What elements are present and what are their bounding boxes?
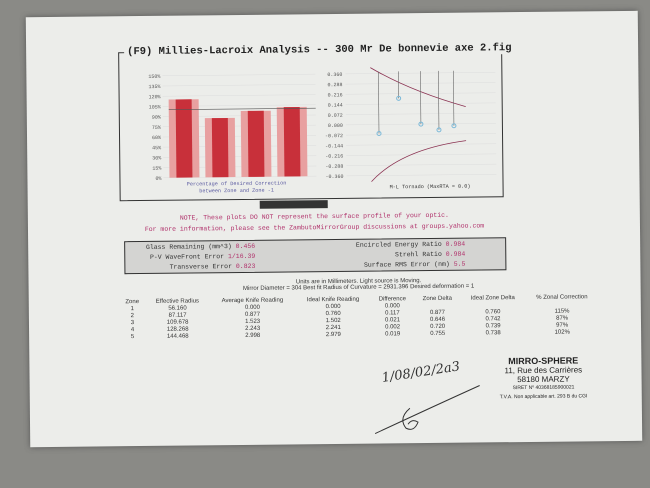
gridline <box>346 143 497 146</box>
y-tick-label: 0.360 <box>327 72 342 78</box>
zone-marker <box>396 95 402 101</box>
zone-line <box>420 71 422 125</box>
zone-marker <box>418 121 424 127</box>
y-tick-label: -0.216 <box>325 153 343 159</box>
dark-bar <box>259 200 328 209</box>
y-tick-label: 90% <box>152 115 161 121</box>
zone-marker <box>376 131 382 137</box>
table-cell: 144.468 <box>166 333 189 340</box>
gridline <box>162 73 316 77</box>
stat-value: 0.984 <box>445 250 466 258</box>
stat-label: P-V WaveFront Error <box>149 253 225 261</box>
bar <box>283 106 301 177</box>
gridline <box>162 84 316 87</box>
stat-value: 5.5 <box>453 260 466 268</box>
y-tick-label: 150% <box>148 74 160 80</box>
note: NOTE, These plots DO NOT represent the s… <box>122 209 507 235</box>
y-tick-label: 60% <box>152 135 161 141</box>
stat-label: Strehl Ratio <box>395 250 442 259</box>
table-cell: 5 <box>130 334 135 341</box>
tva: T.V.A. Non applicable art. 293 B du CGI <box>499 393 588 401</box>
table-cell: 2.979 <box>325 331 341 339</box>
y-tick-label: -0.288 <box>325 164 343 170</box>
y-tick-label: 0% <box>155 176 161 182</box>
y-tick-label: 75% <box>152 125 161 131</box>
tornado-lower-curve <box>371 140 467 182</box>
stat-value: 0.984 <box>445 240 466 248</box>
stat-label: Encircled Energy Ratio <box>355 240 442 249</box>
table-cell: 0.738 <box>485 330 501 337</box>
y-tick-label: -0.072 <box>325 133 343 139</box>
reference-line <box>168 107 316 111</box>
stat-label: Surface RMS Error (nm) <box>363 260 450 269</box>
zone-line <box>453 70 455 126</box>
charts-svg: 150% 135% 120% 105% 90% 75% 60% 45% 30% 15% 0% Perc… <box>148 67 497 195</box>
tornado-label: M-L Tornado (MaxRTA = 0.0) <box>390 184 471 191</box>
table-cell: 0.755 <box>430 330 446 337</box>
stat-label: Transverse Error <box>169 263 233 271</box>
zone-marker <box>436 127 442 133</box>
table-cell: 102% <box>554 329 570 336</box>
y-tick-label: 0.072 <box>328 113 343 119</box>
gridline <box>346 133 497 136</box>
gridline <box>346 174 497 177</box>
y-tick-label: 0.288 <box>327 82 342 88</box>
gridline <box>162 94 316 97</box>
y-tick-label: 0.216 <box>328 92 343 98</box>
bar <box>211 117 229 178</box>
stat-item: Transverse Error 0.823 <box>170 262 256 273</box>
y-tick-label: 15% <box>152 166 161 172</box>
y-tick-label: 45% <box>152 145 161 151</box>
y-tick-label: 0.000 <box>328 123 343 129</box>
signature <box>374 385 480 435</box>
stat-item: Surface RMS Error (nm) 5.5 <box>364 260 466 271</box>
paper-sheet: (F9) Millies-Lacroix Analysis -- 300 Mr … <box>25 10 643 448</box>
y-tick-label: 0.144 <box>328 103 343 109</box>
y-tick-label: -0.360 <box>325 174 343 180</box>
table-cell: 2.998 <box>245 332 261 339</box>
gridline <box>346 153 497 156</box>
address-stamp: MIRRO-SPHERE 11, Rue des Carrières 58180… <box>499 355 588 402</box>
gridline <box>346 163 497 166</box>
x-axis-label-2: between Zone and Zone -1 <box>199 188 274 195</box>
zone-marker <box>451 123 457 129</box>
y-tick-label: 120% <box>149 94 161 100</box>
stat-value: 0.456 <box>235 242 256 251</box>
bar <box>247 110 265 177</box>
street: 11, Rue des Carrières <box>504 365 583 376</box>
zone-line <box>438 70 440 130</box>
zone-table: Units are in Millimeters. Light source i… <box>109 276 610 341</box>
y-tick-label: 30% <box>152 155 161 161</box>
stat-label: Glass Remaining (mm^3) <box>145 243 232 251</box>
y-tick-label: 135% <box>148 84 160 90</box>
stat-value: 1/16.39 <box>227 252 256 261</box>
x-axis-label: Percentage of Desired Correction <box>187 180 287 187</box>
y-tick-label: -0.144 <box>325 143 343 149</box>
y-tick-label: 105% <box>149 104 161 110</box>
table-cell: 0.019 <box>385 331 401 338</box>
zone-line <box>378 71 380 134</box>
stat-value: 0.823 <box>235 262 256 271</box>
stats-box: Glass Remaining (mm^3) 0.456 P-V WaveFron… <box>124 237 507 275</box>
tornado-upper-curve <box>370 67 466 107</box>
bar <box>175 99 193 178</box>
